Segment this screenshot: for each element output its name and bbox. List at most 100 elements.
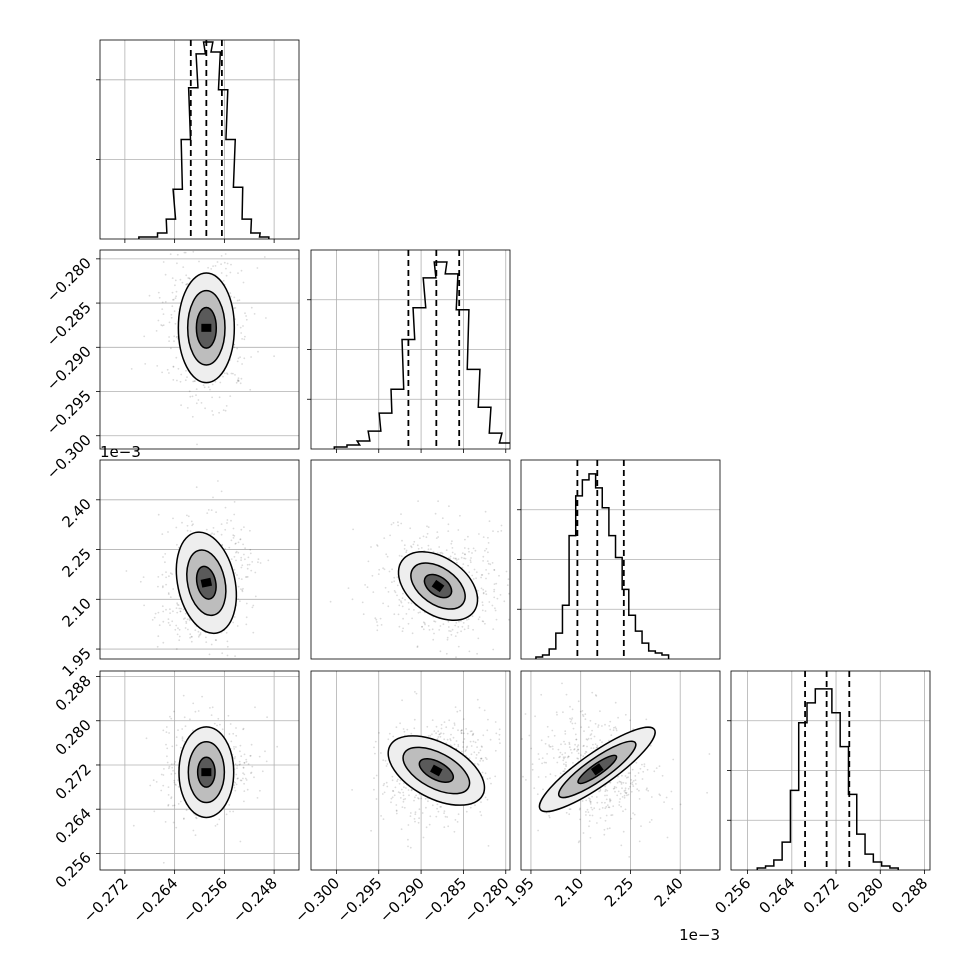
sample-point — [565, 765, 567, 768]
sample-point — [398, 782, 401, 785]
sample-point — [563, 770, 566, 773]
sample-point — [593, 735, 596, 738]
y-tick-label: −0.290 — [43, 342, 95, 394]
sample-point — [172, 366, 175, 368]
sample-point — [479, 749, 482, 752]
sample-point — [486, 729, 489, 732]
sample-point — [477, 618, 480, 621]
sample-point — [591, 808, 594, 811]
sample-point — [671, 808, 674, 810]
sample-point — [171, 305, 174, 308]
sample-point — [392, 789, 394, 792]
sample-point — [577, 841, 580, 844]
sample-point — [179, 800, 182, 803]
sample-point — [167, 618, 170, 620]
sample-point — [243, 800, 245, 803]
sample-point — [589, 734, 592, 736]
sample-point — [254, 571, 257, 574]
density-peak — [430, 764, 443, 777]
sample-point — [460, 729, 463, 732]
sample-point — [453, 724, 456, 726]
sample-point — [171, 804, 174, 807]
sample-point — [426, 532, 429, 535]
sample-point — [194, 380, 196, 382]
sample-point — [199, 633, 202, 636]
sample-point — [570, 752, 573, 754]
sample-point — [420, 547, 423, 549]
sample-point — [386, 785, 389, 788]
sample-point — [448, 505, 450, 508]
sample-point — [383, 791, 386, 794]
sample-point — [723, 829, 725, 831]
sample-point — [586, 739, 589, 741]
sample-point — [476, 746, 478, 748]
sample-point — [620, 781, 623, 784]
sample-point — [179, 610, 182, 613]
x-tick-label: 0.272 — [800, 874, 843, 917]
sample-point — [396, 780, 398, 782]
sample-point — [394, 591, 397, 594]
sample-point — [470, 753, 473, 756]
sample-point — [401, 699, 403, 702]
sample-point — [173, 710, 175, 713]
sample-point — [457, 626, 460, 628]
sample-point — [459, 514, 461, 517]
sample-point — [552, 757, 555, 759]
y-tick-label: 0.264 — [52, 804, 95, 847]
sample-point — [413, 609, 415, 611]
sample-point — [605, 788, 607, 791]
sample-point — [392, 522, 395, 524]
sample-point — [447, 523, 450, 526]
sample-point — [447, 530, 450, 532]
sample-point — [589, 801, 592, 804]
sample-point — [455, 656, 457, 659]
sample-point — [629, 782, 632, 785]
sample-point — [173, 763, 176, 765]
sample-point — [220, 533, 223, 536]
sample-point — [494, 775, 497, 778]
y-tick-label: 0.256 — [52, 849, 95, 892]
sample-point — [220, 523, 223, 525]
sample-point — [645, 718, 648, 721]
sample-point — [583, 730, 585, 732]
sample-point — [237, 777, 239, 780]
sample-point — [571, 708, 574, 711]
sample-point — [431, 733, 433, 736]
sample-point — [144, 363, 147, 365]
sample-point — [245, 318, 248, 321]
sample-point — [185, 622, 188, 624]
sample-point — [224, 528, 227, 531]
sample-point — [463, 557, 465, 560]
y-tick-label: −0.295 — [43, 387, 95, 439]
sample-point — [168, 321, 171, 324]
sample-point — [239, 538, 242, 540]
sample-point — [445, 652, 448, 655]
sample-point — [449, 630, 452, 632]
sample-point — [452, 557, 455, 559]
sample-point — [400, 522, 403, 525]
sample-point — [252, 631, 255, 634]
sample-point — [559, 772, 562, 775]
sample-point — [232, 732, 235, 735]
sample-point — [638, 840, 641, 843]
sample-point — [498, 728, 501, 731]
sample-point — [179, 746, 182, 749]
sample-point — [163, 768, 165, 770]
sample-point — [430, 548, 432, 550]
sample-point — [165, 583, 168, 586]
sample-point — [162, 585, 164, 588]
sample-point — [567, 755, 570, 758]
sample-point — [242, 728, 245, 731]
sample-point — [478, 616, 481, 618]
sample-point — [479, 760, 482, 762]
sample-point — [634, 775, 637, 777]
sample-point — [382, 759, 385, 762]
sample-point — [211, 396, 214, 399]
sample-point — [371, 574, 374, 577]
sample-point — [424, 797, 427, 800]
sample-point — [482, 759, 484, 762]
sample-point — [241, 363, 244, 365]
sample-point — [622, 830, 625, 833]
sample-point — [536, 793, 539, 796]
sample-point — [427, 735, 430, 737]
